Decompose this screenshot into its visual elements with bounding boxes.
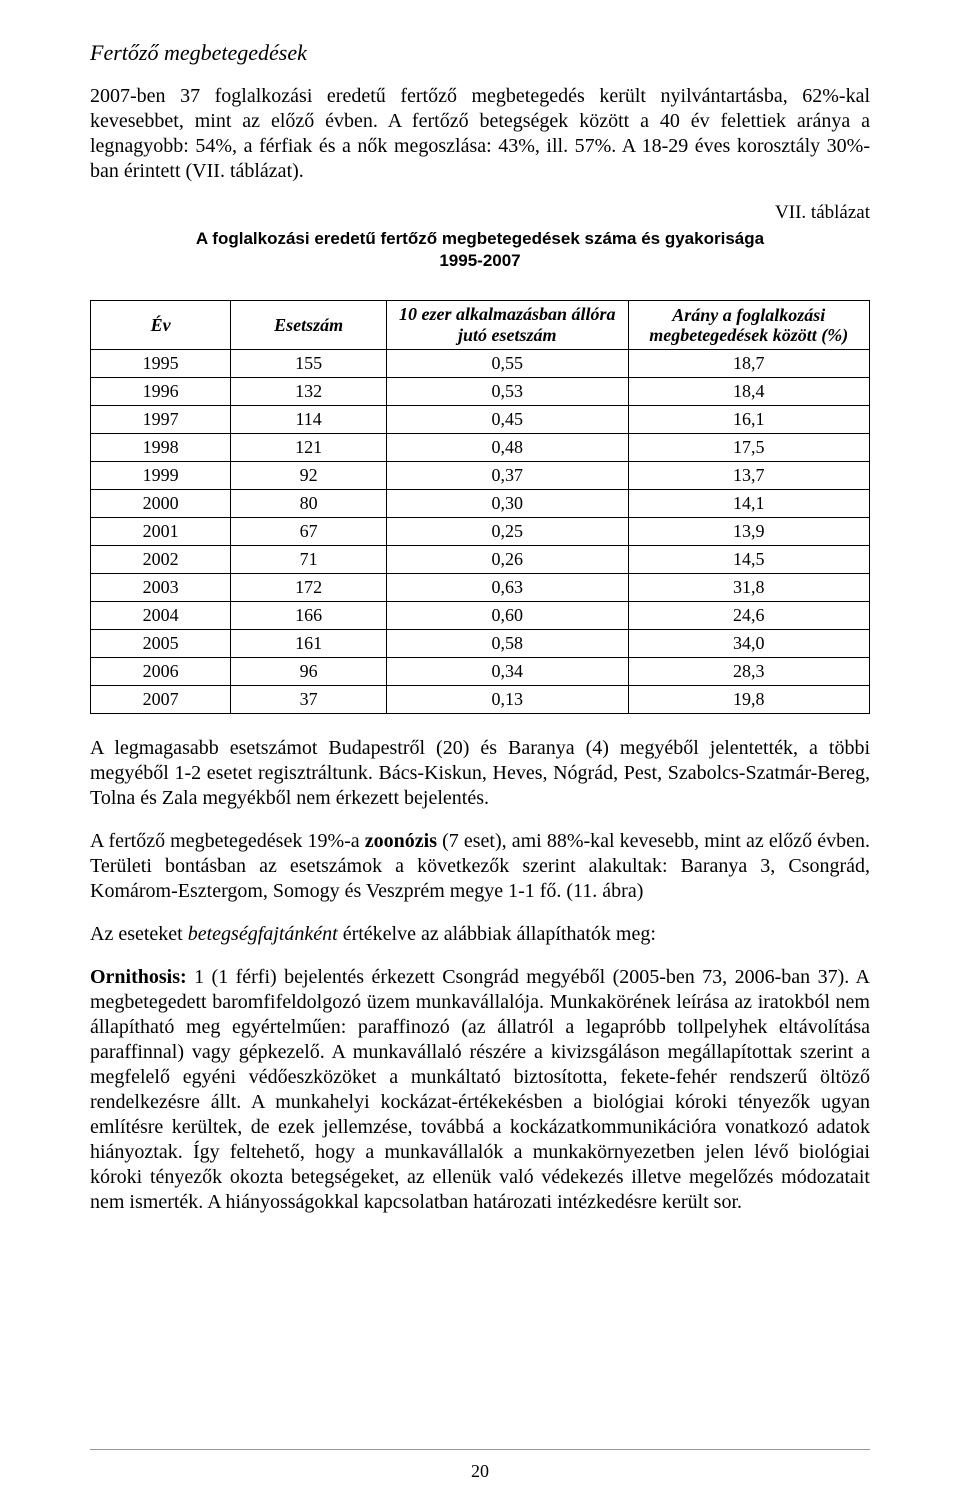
cell-per10k: 0,30 [387, 490, 628, 518]
col-ev: Év [91, 301, 231, 350]
table-row: 19951550,5518,7 [91, 350, 870, 378]
cell-esetszam: 67 [231, 518, 387, 546]
cell-esetszam: 172 [231, 574, 387, 602]
cell-ev: 1996 [91, 378, 231, 406]
p3-pre: A fertőző megbetegedések 19%-a [90, 830, 365, 852]
cell-arany: 19,8 [628, 686, 870, 714]
table-title: A foglalkozási eredetű fertőző megbetege… [90, 228, 870, 272]
paragraph-5: Ornithosis: 1 (1 férfi) bejelentés érkez… [90, 965, 870, 1215]
cell-per10k: 0,37 [387, 462, 628, 490]
cell-per10k: 0,55 [387, 350, 628, 378]
cell-per10k: 0,48 [387, 434, 628, 462]
cell-ev: 2000 [91, 490, 231, 518]
p5-post: 1 (1 férfi) bejelentés érkezett Csongrád… [90, 966, 870, 1213]
table-row: 2000800,3014,1 [91, 490, 870, 518]
p4-post: értékelve az alábbiak állapíthatók meg: [338, 923, 656, 945]
col-arany: Arány a foglalkozási megbetegedések közö… [628, 301, 870, 350]
cell-esetszam: 80 [231, 490, 387, 518]
table-row: 2001670,2513,9 [91, 518, 870, 546]
cell-ev: 1997 [91, 406, 231, 434]
cell-per10k: 0,26 [387, 546, 628, 574]
cell-arany: 34,0 [628, 630, 870, 658]
cell-arany: 14,5 [628, 546, 870, 574]
cell-ev: 1999 [91, 462, 231, 490]
cell-arany: 18,7 [628, 350, 870, 378]
table-row: 20041660,6024,6 [91, 602, 870, 630]
table-title-line2: 1995-2007 [439, 251, 520, 270]
paragraph-3: A fertőző megbetegedések 19%-a zoonózis … [90, 829, 870, 904]
cell-ev: 1995 [91, 350, 231, 378]
cell-esetszam: 155 [231, 350, 387, 378]
table-row: 2002710,2614,5 [91, 546, 870, 574]
p3-bold: zoonózis [365, 830, 437, 852]
cell-arany: 13,7 [628, 462, 870, 490]
cell-per10k: 0,25 [387, 518, 628, 546]
table-row: 2006960,3428,3 [91, 658, 870, 686]
table-row: 19981210,4817,5 [91, 434, 870, 462]
table-row: 1999920,3713,7 [91, 462, 870, 490]
cell-esetszam: 37 [231, 686, 387, 714]
p5-bold: Ornithosis: [90, 966, 187, 988]
cell-ev: 2004 [91, 602, 231, 630]
cell-esetszam: 166 [231, 602, 387, 630]
cell-per10k: 0,58 [387, 630, 628, 658]
table-header-row: Év Esetszám 10 ezer alkalmazásban állóra… [91, 301, 870, 350]
cell-esetszam: 71 [231, 546, 387, 574]
paragraph-2: A legmagasabb esetszámot Budapestről (20… [90, 736, 870, 811]
col-esetszam: Esetszám [231, 301, 387, 350]
cell-esetszam: 121 [231, 434, 387, 462]
document-page: Fertőző megbetegedések 2007-ben 37 fogla… [0, 0, 960, 1500]
table-row: 2007370,1319,8 [91, 686, 870, 714]
cell-per10k: 0,63 [387, 574, 628, 602]
cell-ev: 2007 [91, 686, 231, 714]
table-label: VII. táblázat [90, 202, 870, 224]
cell-per10k: 0,34 [387, 658, 628, 686]
cell-per10k: 0,53 [387, 378, 628, 406]
cell-ev: 2002 [91, 546, 231, 574]
p4-italic: betegségfajtánként [188, 923, 338, 945]
cell-arany: 18,4 [628, 378, 870, 406]
cell-esetszam: 92 [231, 462, 387, 490]
page-number: 20 [0, 1461, 960, 1482]
col-per10k: 10 ezer alkalmazásban állóra jutó esetsz… [387, 301, 628, 350]
cell-esetszam: 161 [231, 630, 387, 658]
cell-arany: 17,5 [628, 434, 870, 462]
table-body: 19951550,5518,719961320,5318,419971140,4… [91, 350, 870, 714]
table-title-line1: A foglalkozási eredetű fertőző megbetege… [196, 229, 764, 248]
table-row: 20051610,5834,0 [91, 630, 870, 658]
cell-per10k: 0,45 [387, 406, 628, 434]
table-row: 20031720,6331,8 [91, 574, 870, 602]
paragraph-4: Az eseteket betegségfajtánként értékelve… [90, 922, 870, 947]
p4-pre: Az eseteket [90, 923, 188, 945]
cell-arany: 16,1 [628, 406, 870, 434]
cell-ev: 2005 [91, 630, 231, 658]
cell-ev: 2006 [91, 658, 231, 686]
paragraph-1: 2007-ben 37 foglalkozási eredetű fertőző… [90, 84, 870, 184]
cell-per10k: 0,13 [387, 686, 628, 714]
table-row: 19961320,5318,4 [91, 378, 870, 406]
cell-arany: 28,3 [628, 658, 870, 686]
cell-arany: 31,8 [628, 574, 870, 602]
cell-ev: 2001 [91, 518, 231, 546]
cell-per10k: 0,60 [387, 602, 628, 630]
cell-arany: 14,1 [628, 490, 870, 518]
section-title: Fertőző megbetegedések [90, 40, 870, 66]
table-row: 19971140,4516,1 [91, 406, 870, 434]
cell-arany: 13,9 [628, 518, 870, 546]
footer-divider [90, 1449, 870, 1450]
cell-ev: 1998 [91, 434, 231, 462]
cell-ev: 2003 [91, 574, 231, 602]
cell-esetszam: 114 [231, 406, 387, 434]
data-table: Év Esetszám 10 ezer alkalmazásban állóra… [90, 300, 870, 714]
cell-esetszam: 132 [231, 378, 387, 406]
cell-arany: 24,6 [628, 602, 870, 630]
cell-esetszam: 96 [231, 658, 387, 686]
